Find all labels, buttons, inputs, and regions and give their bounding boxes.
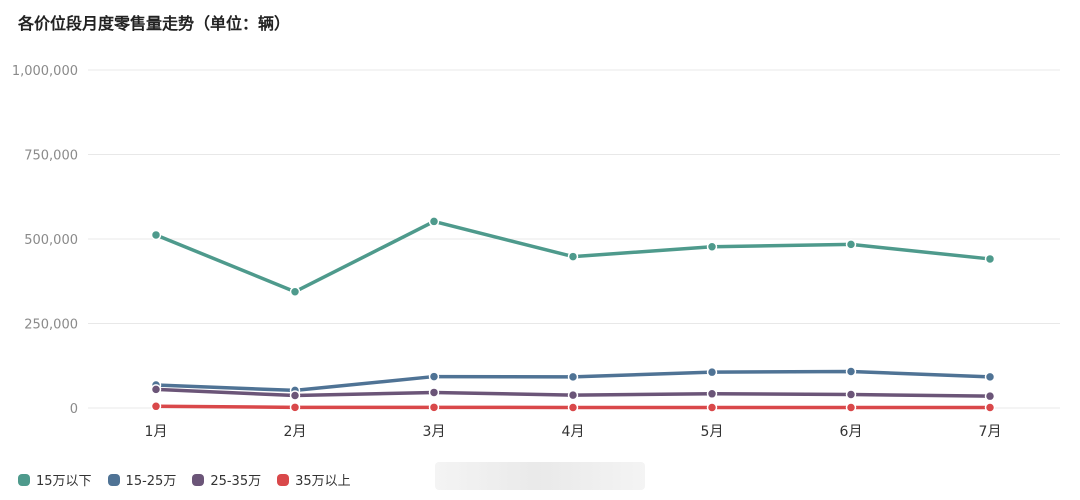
data-point — [567, 371, 579, 383]
y-tick-label: 500,000 — [24, 233, 78, 248]
legend-swatch — [18, 473, 30, 486]
data-point — [845, 389, 857, 400]
y-tick-label: 250,000 — [24, 318, 78, 333]
data-point — [150, 401, 162, 412]
data-point — [984, 371, 996, 383]
x-tick-label: 7月 — [979, 424, 1002, 440]
chart-title: 各价位段月度零售量走势（单位：辆） — [18, 14, 291, 33]
data-point — [150, 384, 162, 395]
data-point — [984, 402, 996, 413]
legend-label: 15-25万 — [125, 474, 177, 489]
data-point — [706, 402, 718, 413]
legend-label: 25-35万 — [210, 474, 262, 489]
data-point — [706, 241, 718, 253]
data-point — [567, 389, 579, 401]
data-point — [428, 402, 440, 413]
data-point — [706, 366, 718, 378]
legend-item[interactable]: 15-25万 — [107, 470, 177, 489]
legend-item[interactable]: 35万以上 — [277, 470, 351, 489]
data-point — [428, 216, 440, 227]
data-point — [289, 286, 301, 297]
legend-item[interactable]: 15万以下 — [18, 470, 92, 489]
data-point — [289, 402, 301, 413]
data-point — [706, 388, 718, 400]
legend-label: 15万以下 — [36, 474, 92, 489]
data-point — [428, 371, 440, 382]
data-point — [984, 253, 996, 265]
x-tick-label: 1月 — [145, 424, 168, 440]
blurred-watermark — [435, 462, 645, 490]
data-point — [428, 387, 440, 398]
legend-item[interactable]: 25-35万 — [192, 470, 261, 489]
data-point — [289, 390, 301, 401]
line-chart: 0 250,000 500,000 750,000 1,000,000 1月 2月 3月 4月 5… — [12, 64, 1060, 440]
legend-swatch — [277, 473, 290, 486]
x-tick-label: 2月 — [284, 424, 307, 440]
data-point — [845, 239, 857, 250]
y-tick-label: 750,000 — [24, 149, 78, 164]
legend: 15万以下 15-25万 25-35万 35万以上 — [18, 470, 351, 489]
data-point — [845, 402, 857, 413]
y-tick-label: 0 — [70, 402, 78, 417]
x-tick-label: 5月 — [701, 424, 724, 440]
data-point — [567, 251, 579, 262]
data-point — [984, 390, 996, 402]
x-tick-label: 3月 — [423, 424, 446, 440]
legend-label: 35万以上 — [295, 474, 351, 489]
y-tick-label: 1,000,000 — [12, 64, 78, 79]
legend-swatch — [107, 473, 120, 486]
data-point — [150, 229, 162, 241]
x-tick-label: 4月 — [562, 424, 585, 440]
legend-swatch — [192, 473, 205, 486]
data-point — [845, 366, 857, 377]
data-point — [567, 402, 579, 413]
x-tick-label: 6月 — [840, 424, 863, 440]
